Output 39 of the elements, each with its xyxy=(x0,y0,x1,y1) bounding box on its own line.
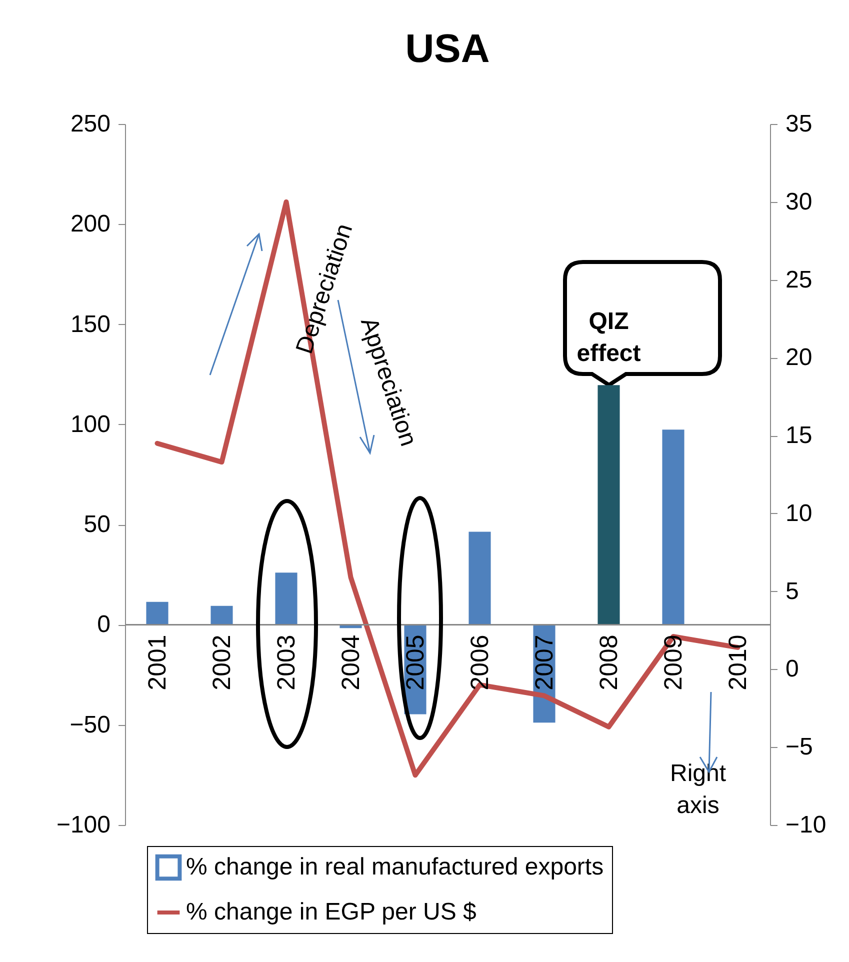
y-tick-label: −50 xyxy=(70,711,110,738)
y-tick-label: 50 xyxy=(84,511,110,538)
bar xyxy=(598,385,620,625)
bar xyxy=(210,606,233,625)
x-tick-label: 2010 xyxy=(724,634,752,690)
y2-tick-label: 0 xyxy=(786,656,799,683)
legend-label: % change in EGP per US $ xyxy=(186,898,476,926)
x-tick-label: 2002 xyxy=(208,634,236,690)
y2-tick-label: −10 xyxy=(786,812,826,838)
x-tick-label: 2009 xyxy=(659,634,688,690)
chart-title: USA xyxy=(405,27,490,71)
y-tick-label: 0 xyxy=(97,611,110,638)
annotation: QIZ effect xyxy=(576,308,641,368)
y2-tick-label: 25 xyxy=(786,266,812,294)
x-tick-label: 2003 xyxy=(272,634,300,690)
y2-tick-label: 10 xyxy=(786,500,812,527)
y-tick-label: 200 xyxy=(70,210,110,238)
y2-tick-label: −5 xyxy=(786,734,813,761)
y-tick-label: 150 xyxy=(70,310,110,338)
annotation: Right axis xyxy=(670,760,726,819)
y-tick-label: 250 xyxy=(70,110,110,138)
x-tick-label: 2004 xyxy=(336,634,365,690)
y2-tick-label: 30 xyxy=(786,188,812,216)
y2-tick-label: 20 xyxy=(786,344,812,372)
x-tick-label: 2007 xyxy=(530,634,558,690)
y-tick-label: 100 xyxy=(70,410,110,438)
x-tick-label: 2001 xyxy=(143,634,172,690)
x-tick-label: 2006 xyxy=(466,634,494,690)
bar xyxy=(146,602,168,625)
x-tick-label: 2008 xyxy=(594,634,623,690)
bar xyxy=(275,572,298,625)
y2-tick-label: 5 xyxy=(786,578,799,605)
x-tick-label: 2005 xyxy=(401,634,430,690)
y2-tick-label: 35 xyxy=(786,110,812,138)
y-tick-label: −100 xyxy=(56,812,110,838)
bar xyxy=(468,532,491,625)
bar xyxy=(662,430,684,625)
legend-label: % change in real manufactured exports xyxy=(186,854,604,880)
y2-tick-label: 15 xyxy=(786,422,812,450)
